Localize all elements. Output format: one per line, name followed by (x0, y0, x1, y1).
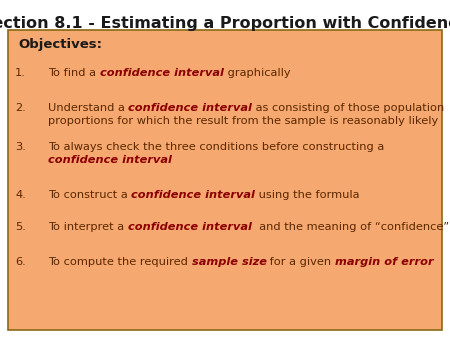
Text: To find a: To find a (48, 68, 99, 78)
Text: Section 8.1 - Estimating a Proportion with Confidence: Section 8.1 - Estimating a Proportion wi… (0, 16, 450, 31)
Text: To always check the three conditions before constructing a: To always check the three conditions bef… (48, 142, 384, 152)
Text: Understand a: Understand a (48, 103, 129, 113)
Text: 4.: 4. (15, 190, 26, 200)
Text: proportions for which the result from the sample is reasonably likely: proportions for which the result from th… (48, 116, 438, 126)
FancyBboxPatch shape (8, 30, 442, 330)
Text: confidence interval: confidence interval (99, 68, 224, 78)
Text: using the formula: using the formula (255, 190, 360, 200)
Text: 3.: 3. (15, 142, 26, 152)
Text: 5.: 5. (15, 222, 26, 232)
Text: To construct a: To construct a (48, 190, 131, 200)
Text: confidence interval: confidence interval (131, 190, 255, 200)
Text: confidence interval: confidence interval (129, 103, 252, 113)
Text: and the meaning of “confidence”: and the meaning of “confidence” (252, 222, 449, 232)
Text: To compute the required: To compute the required (48, 257, 192, 267)
Text: as consisting of those population: as consisting of those population (252, 103, 445, 113)
Text: 2.: 2. (15, 103, 26, 113)
Text: graphically: graphically (224, 68, 290, 78)
Text: for a given: for a given (266, 257, 335, 267)
Text: Objectives:: Objectives: (18, 38, 102, 51)
Text: sample size: sample size (192, 257, 266, 267)
Text: margin of error: margin of error (335, 257, 434, 267)
Text: 1.: 1. (15, 68, 26, 78)
Text: confidence interval: confidence interval (128, 222, 252, 232)
Text: To interpret a: To interpret a (48, 222, 128, 232)
Text: confidence interval: confidence interval (48, 155, 172, 165)
Text: 6.: 6. (15, 257, 26, 267)
